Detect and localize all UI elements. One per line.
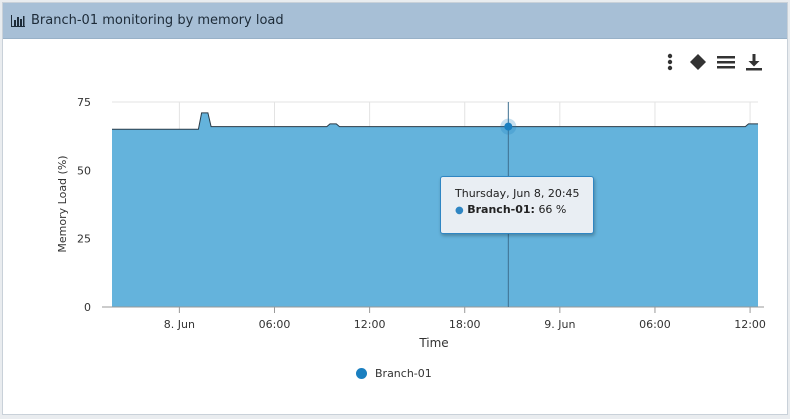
x-tick-label: 12:00	[734, 318, 766, 331]
x-tick-label: 06:00	[259, 318, 291, 331]
y-tick-label: 25	[77, 233, 91, 246]
x-tick-label: 06:00	[639, 318, 671, 331]
legend-label: Branch-01	[375, 367, 432, 380]
x-tick-label: 12:00	[354, 318, 386, 331]
x-tick-label: 18:00	[449, 318, 481, 331]
series-area-branch-01	[112, 112, 758, 308]
bar-chart-icon	[11, 14, 25, 27]
y-axis-label: Memory Load (%)	[56, 155, 69, 252]
more-vertical-icon[interactable]	[661, 53, 679, 71]
highlight-point[interactable]	[504, 122, 513, 131]
tooltip-series-marker: ●	[455, 205, 464, 216]
series-line-branch-01	[112, 112, 758, 130]
menu-icon[interactable]	[717, 53, 735, 71]
y-tick-label: 75	[77, 96, 91, 109]
data-tooltip: Thursday, Jun 8, 20:45 ● Branch-01: 66 %	[440, 176, 594, 234]
x-axis-label: Time	[418, 336, 448, 350]
tooltip-date: Thursday, Jun 8, 20:45	[455, 187, 580, 200]
legend-item-branch-01[interactable]: Branch-01	[356, 367, 432, 380]
panel-header: Branch-01 monitoring by memory load	[3, 3, 787, 39]
tooltip-series-name: Branch-01	[467, 203, 531, 216]
tooltip-row: ● Branch-01: 66 %	[455, 203, 567, 216]
legend-marker	[356, 368, 367, 379]
chart-toolbar	[661, 53, 763, 71]
x-tick-label: 8. Jun	[164, 318, 195, 331]
download-icon[interactable]	[745, 53, 763, 71]
tooltip-value: 66 %	[538, 203, 567, 216]
y-tick-label: 50	[77, 164, 91, 177]
diamond-icon[interactable]	[689, 53, 707, 71]
panel-title: Branch-01 monitoring by memory load	[31, 13, 284, 28]
y-tick-label: 0	[84, 301, 91, 314]
x-tick-label: 9. Jun	[544, 318, 575, 331]
